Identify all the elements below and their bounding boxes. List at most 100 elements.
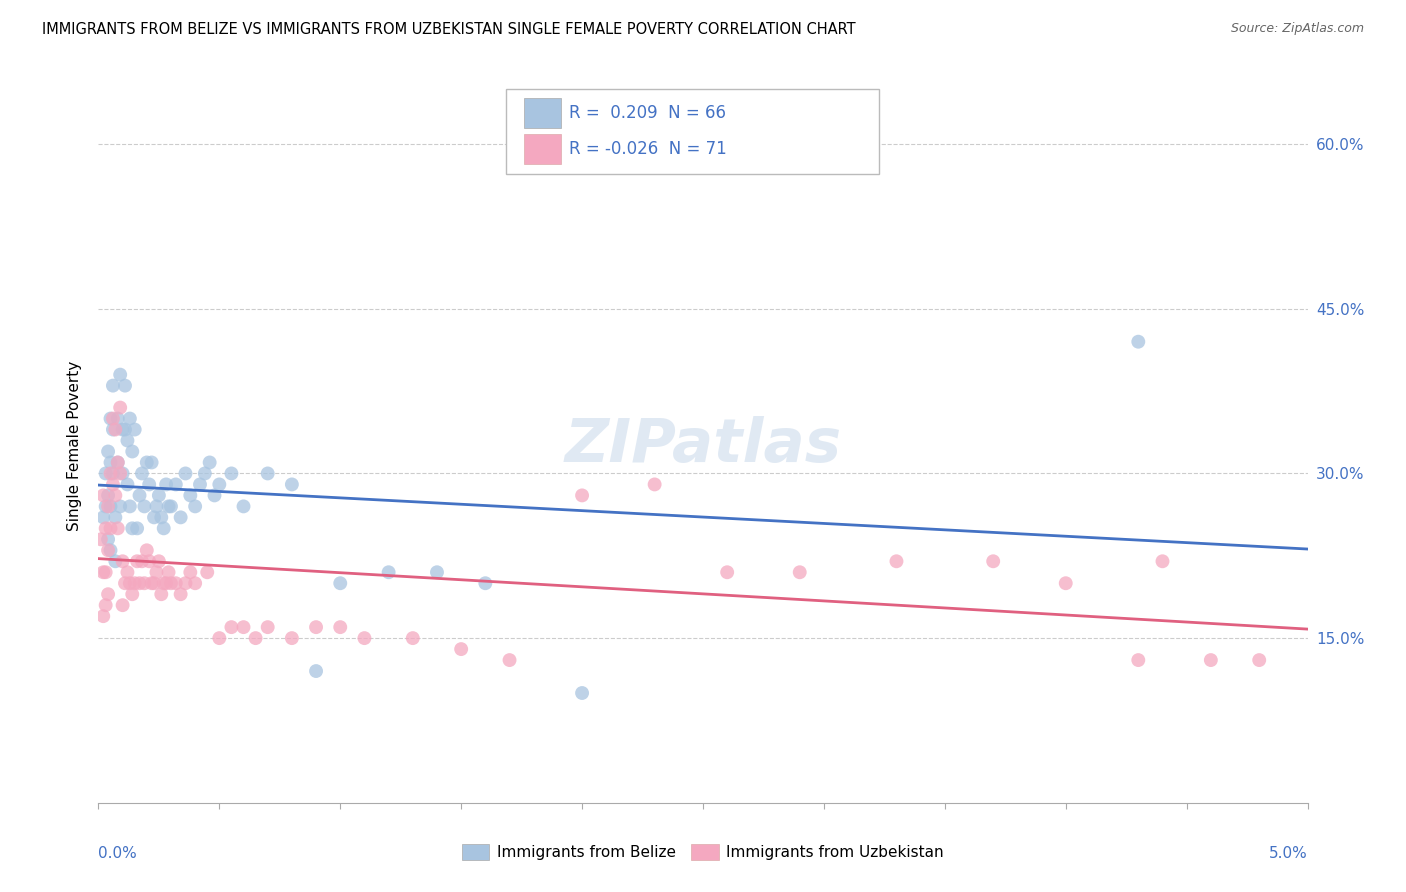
Point <box>281 477 304 491</box>
Point <box>94 467 117 481</box>
Point <box>100 455 122 469</box>
Point <box>150 510 173 524</box>
Point <box>100 543 122 558</box>
Point <box>121 444 143 458</box>
Point <box>152 521 174 535</box>
Point <box>97 543 120 558</box>
Point <box>256 467 278 481</box>
Point <box>141 576 163 591</box>
Point <box>179 488 201 502</box>
Point <box>114 378 136 392</box>
Point <box>377 566 399 580</box>
Point <box>121 587 143 601</box>
Point <box>94 521 117 535</box>
Point <box>160 576 183 591</box>
Point <box>131 467 153 481</box>
Point <box>157 500 180 514</box>
Point <box>174 576 197 591</box>
Point <box>145 500 167 514</box>
Y-axis label: Single Female Poverty: Single Female Poverty <box>67 361 83 531</box>
Point <box>644 477 666 491</box>
Point <box>474 576 496 591</box>
Point <box>329 620 352 634</box>
Point <box>128 488 150 502</box>
Point <box>124 576 146 591</box>
Point <box>97 488 120 502</box>
Point <box>450 642 472 657</box>
Point <box>100 521 122 535</box>
Point <box>117 434 139 448</box>
Point <box>571 488 593 502</box>
Point <box>111 554 134 568</box>
Text: 0.0%: 0.0% <box>98 846 138 861</box>
Point <box>1054 576 1077 591</box>
Point <box>108 500 131 514</box>
Point <box>1249 653 1271 667</box>
Point <box>94 500 117 514</box>
Point <box>134 576 156 591</box>
Point <box>107 455 129 469</box>
Point <box>138 477 160 491</box>
Point <box>150 587 173 601</box>
Point <box>90 533 112 547</box>
Point <box>1199 653 1222 667</box>
Point <box>100 411 122 425</box>
Point <box>100 500 122 514</box>
Point <box>281 631 304 645</box>
Point <box>97 444 120 458</box>
Point <box>981 554 1004 568</box>
Point <box>107 455 129 469</box>
Point <box>1128 653 1150 667</box>
Point <box>104 423 127 437</box>
Point <box>135 543 157 558</box>
Point <box>188 477 211 491</box>
Point <box>245 631 267 645</box>
Point <box>111 423 134 437</box>
Point <box>97 500 120 514</box>
Point <box>143 576 166 591</box>
Point <box>174 467 197 481</box>
Point <box>134 500 156 514</box>
Point <box>232 500 254 514</box>
Point <box>195 566 218 580</box>
Point <box>138 554 160 568</box>
Point <box>184 500 207 514</box>
Point <box>198 455 221 469</box>
Point <box>128 576 150 591</box>
Point <box>152 576 174 591</box>
Point <box>160 500 183 514</box>
Point <box>232 620 254 634</box>
Point <box>148 488 170 502</box>
Point <box>107 411 129 425</box>
Point <box>101 378 124 392</box>
Legend: Immigrants from Belize, Immigrants from Uzbekistan: Immigrants from Belize, Immigrants from … <box>456 838 950 866</box>
Point <box>789 566 811 580</box>
Point <box>571 686 593 700</box>
Point <box>148 554 170 568</box>
Text: R =  0.209  N = 66: R = 0.209 N = 66 <box>569 104 727 122</box>
Point <box>305 620 328 634</box>
Point <box>143 510 166 524</box>
Point <box>101 411 124 425</box>
Text: ZIPatlas: ZIPatlas <box>564 417 842 475</box>
Text: 5.0%: 5.0% <box>1268 846 1308 861</box>
Point <box>305 664 328 678</box>
Point <box>108 467 131 481</box>
Point <box>886 554 908 568</box>
Point <box>101 467 124 481</box>
Point <box>329 576 352 591</box>
Point <box>1128 334 1150 349</box>
Point <box>165 477 187 491</box>
Point <box>498 653 520 667</box>
Point <box>97 587 120 601</box>
Point <box>104 488 127 502</box>
Point <box>402 631 425 645</box>
Point <box>145 566 167 580</box>
Point <box>107 521 129 535</box>
Point <box>91 488 114 502</box>
Point <box>353 631 375 645</box>
Point <box>104 554 127 568</box>
Point <box>194 467 217 481</box>
Point <box>91 566 114 580</box>
Point <box>165 576 187 591</box>
